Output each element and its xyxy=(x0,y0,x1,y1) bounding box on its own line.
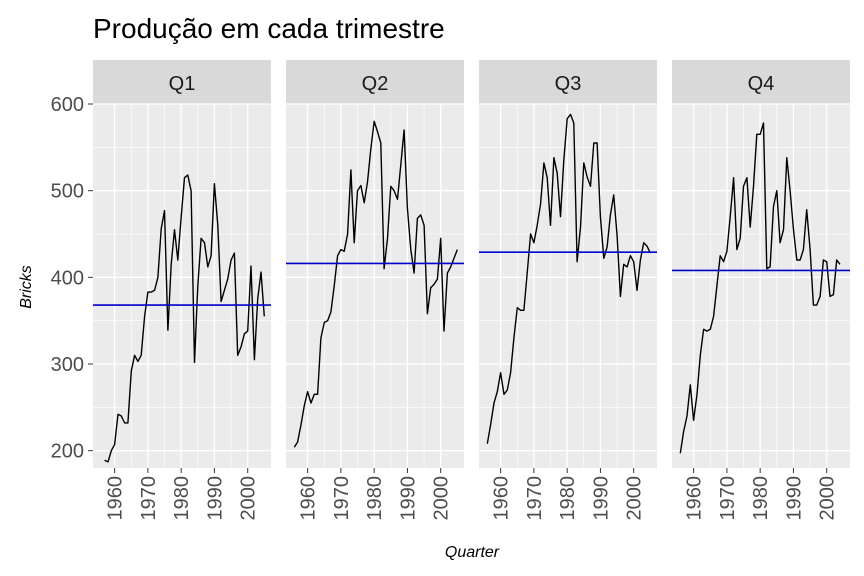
y-tick-label: 600 xyxy=(51,94,84,116)
facet-panel-q2: Q2 1960 1970 1980 1990 2000 xyxy=(286,60,464,521)
facet-panel-q1: Q1 1960 1970 1980 1990 2000 xyxy=(93,60,271,521)
x-tick-label: 1990 xyxy=(397,476,419,521)
x-tick-label: 2000 xyxy=(431,476,453,521)
x-tick-label: 1970 xyxy=(331,476,353,521)
strip-bg xyxy=(479,60,657,104)
x-tick-label: 1970 xyxy=(717,476,739,521)
facet-panels: Q1 1960 1970 1980 1990 2000 Q2 1960 1970 1980 1990… xyxy=(51,60,850,521)
x-tick-label: 1990 xyxy=(783,476,805,521)
x-tick-label: 1990 xyxy=(204,476,226,521)
facet-panel-q3: Q3 1960 1970 1980 1990 2000 xyxy=(479,60,657,521)
x-tick-label: 1980 xyxy=(171,476,193,521)
y-tick-label: 300 xyxy=(51,354,84,376)
y-axis: 200 300 400 500 600 xyxy=(51,94,93,463)
panel-bg xyxy=(286,104,464,468)
series-line-q2 xyxy=(293,120,458,448)
chart-title: Produção em cada trimestre xyxy=(93,13,445,44)
x-tick-label: 1980 xyxy=(750,476,772,521)
strip-label: Q2 xyxy=(362,73,389,95)
panel-bg xyxy=(479,104,657,468)
x-tick-label: 1970 xyxy=(524,476,546,521)
x-tick-label: 1980 xyxy=(364,476,386,521)
facet-panel-q4: Q4 1960 1970 1980 1990 2000 xyxy=(672,60,850,521)
x-tick-label: 2000 xyxy=(817,476,839,521)
y-tick-label: 200 xyxy=(51,441,84,463)
x-tick-label: 2000 xyxy=(238,476,260,521)
x-tick-label: 1960 xyxy=(298,476,320,521)
panel-bg xyxy=(672,104,850,468)
y-axis-title: Bricks xyxy=(18,265,35,309)
x-tick-label: 1960 xyxy=(684,476,706,521)
strip-label: Q1 xyxy=(169,73,196,95)
series-line-q1 xyxy=(104,174,265,463)
x-axis-title: Quarter xyxy=(445,544,500,561)
strip-bg xyxy=(286,60,464,104)
series-line-q4 xyxy=(679,122,841,454)
x-tick-label: 1960 xyxy=(105,476,127,521)
x-tick-label: 2000 xyxy=(624,476,646,521)
x-tick-label: 1980 xyxy=(557,476,579,521)
x-tick-label: 1970 xyxy=(138,476,160,521)
x-tick-label: 1960 xyxy=(491,476,513,521)
y-tick-label: 500 xyxy=(51,181,84,203)
series-line-q3 xyxy=(486,113,651,444)
panel-bg xyxy=(93,104,271,468)
strip-bg xyxy=(672,60,850,104)
strip-bg xyxy=(93,60,271,104)
strip-label: Q4 xyxy=(748,73,775,95)
x-tick-label: 1990 xyxy=(590,476,612,521)
strip-label: Q3 xyxy=(555,73,582,95)
y-tick-label: 400 xyxy=(51,267,84,289)
